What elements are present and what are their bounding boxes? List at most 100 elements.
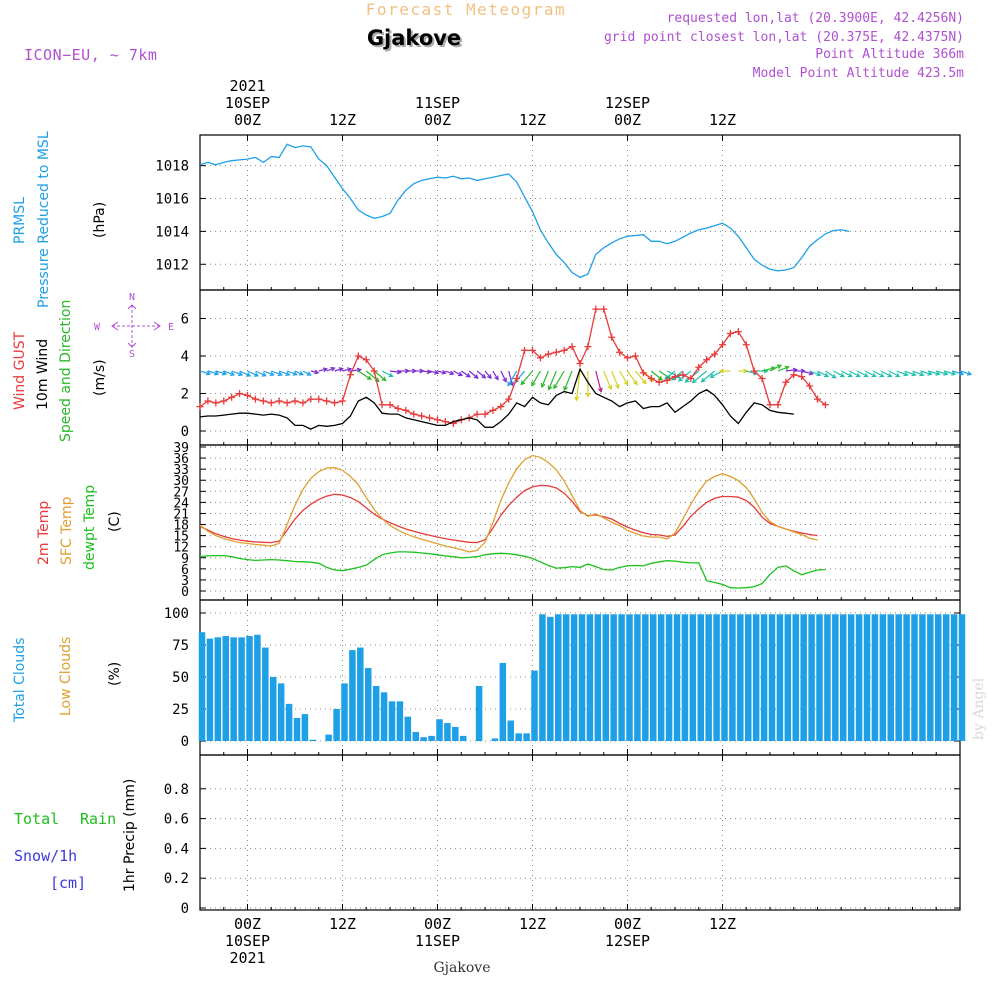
wind-arrow-shaft (484, 370, 492, 379)
wind-arrow-shaft (627, 370, 638, 385)
time-label-text: 00Z (234, 915, 261, 933)
pressure-frame (199, 134, 961, 291)
wind-arrow-head (277, 371, 283, 377)
series-10m-wind (199, 367, 794, 430)
wind-arrow-head (246, 372, 252, 377)
wind-arrow-shaft (801, 370, 813, 375)
wind-arrow (326, 366, 336, 372)
cloud-bar (618, 614, 625, 741)
gust-point (267, 399, 275, 407)
bottom-time-label: 12Z (329, 915, 356, 933)
wind-arrow-shaft (888, 370, 900, 378)
wind-arrow-shaft (951, 370, 964, 375)
gust-point (441, 418, 449, 426)
cloud-bar (436, 719, 443, 741)
time-label-text: 2021 (229, 949, 265, 967)
panel-clouds: 0 25 50 75 100 (164, 599, 966, 756)
cloud-bar (372, 685, 380, 741)
location-title-front: Gjakove (367, 26, 461, 50)
wind-arrow-shaft (825, 370, 836, 379)
gust-point (481, 410, 489, 418)
y-tick-label: 0 (181, 901, 189, 917)
wind-arrow-shaft (553, 370, 565, 389)
wind-arrow-shaft (896, 370, 908, 376)
wind-arrow (619, 370, 629, 386)
wind-arrow (318, 367, 329, 373)
cloud-bar (657, 614, 665, 741)
wind-arrow-shaft (563, 370, 573, 391)
wind-arrow-shaft (634, 370, 647, 384)
wind-arrow-head (887, 372, 893, 378)
wind-arrow (574, 370, 581, 402)
wind-arrow-shaft (541, 370, 549, 388)
wind-arrow-shaft (271, 370, 282, 376)
wind-arrow (563, 370, 573, 392)
temperature-frame (199, 444, 961, 601)
y-tick-label: 50 (172, 670, 189, 686)
wind-arrow (864, 370, 877, 378)
gust-point (536, 354, 544, 362)
series-line (199, 367, 794, 430)
gust-point (204, 397, 212, 405)
wind-arrow-shaft (302, 370, 311, 376)
low-clouds-label: Low Clouds (58, 637, 74, 716)
gust-point (497, 403, 505, 411)
wind-arrow (840, 370, 853, 378)
wind-arrow-head (221, 370, 228, 376)
wind-arrow (334, 367, 344, 372)
cloud-bar (254, 634, 261, 741)
wind-arrow-head (338, 367, 344, 372)
gust-point (354, 352, 362, 360)
wind-arrow (856, 370, 869, 378)
wind-arrow (904, 370, 917, 377)
y-tick-label: 100 (164, 606, 189, 622)
wind-arrow-head (607, 384, 613, 391)
cloud-bar (887, 614, 894, 741)
wind-arrow-shaft (453, 370, 463, 376)
cloud-bar (610, 614, 617, 741)
bottom-time-label: 12Z (519, 915, 546, 933)
wind-arrow-shaft (334, 367, 343, 372)
cloud-bar (547, 616, 554, 741)
wind-arrow-head (623, 380, 629, 386)
wind-arrow-shaft (928, 370, 940, 375)
point-altitude: Point Altitude 366m (815, 47, 964, 62)
gust-point (592, 305, 600, 313)
cloud-bar (935, 614, 942, 741)
wind-arrow-shaft (263, 370, 274, 376)
wind-arrow-shaft (421, 370, 431, 373)
gust-point (434, 416, 441, 424)
wind-arrow-shaft (437, 370, 446, 374)
wind-arrow-head (664, 375, 670, 380)
wind-arrow-head (800, 368, 806, 374)
cloud-bar (752, 614, 760, 741)
cloud-bar (903, 614, 910, 741)
wind-arrow (453, 370, 463, 377)
wind-arrow (769, 364, 783, 372)
cloud-bar (357, 647, 364, 741)
time-label-text: 00Z (424, 915, 451, 933)
wind-arrow-head (292, 371, 298, 376)
y-tick-label: 24 (173, 496, 189, 511)
gust-label: Wind GUST (12, 331, 28, 410)
cloud-bar (681, 614, 689, 741)
cloud-bar (578, 614, 586, 741)
wind-arrow-shaft (278, 370, 290, 376)
y-tick-label: 75 (172, 638, 189, 654)
footer-station: Gjakove (434, 960, 491, 976)
cloud-bar (301, 714, 309, 741)
wind-arrow-shaft (358, 370, 372, 380)
gust-point (814, 395, 821, 403)
time-label-text: 00Z (614, 111, 641, 129)
wind-arrow (294, 370, 304, 376)
compass-n: N (129, 292, 135, 303)
wind-arrow-shaft (848, 370, 860, 378)
wind-arrow-shaft (223, 370, 235, 376)
wind-arrow (943, 370, 957, 376)
cloud-bar (760, 614, 768, 741)
y-tick-label: 18 (173, 519, 189, 534)
series-line (199, 484, 818, 544)
total-clouds-label: Total Clouds (12, 638, 28, 723)
